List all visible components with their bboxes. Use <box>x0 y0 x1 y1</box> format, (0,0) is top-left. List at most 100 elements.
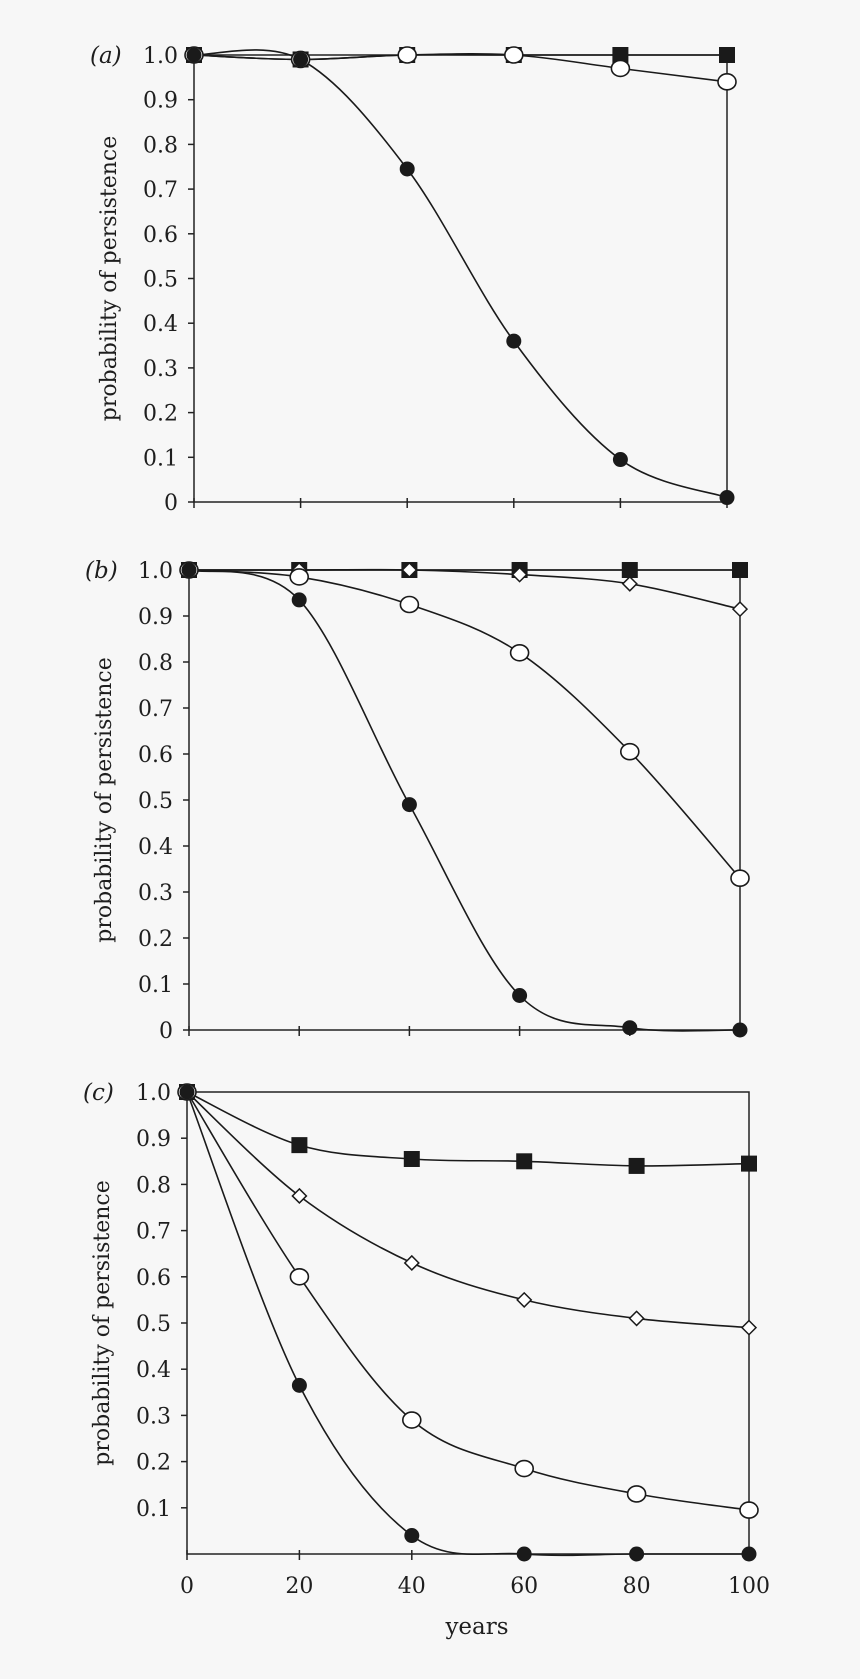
plot-frame <box>188 569 741 1031</box>
y-tick-label: 0.8 <box>138 651 173 676</box>
data-point <box>503 46 524 64</box>
data-point <box>291 592 307 608</box>
data-point <box>511 566 528 583</box>
data-point <box>612 452 628 468</box>
y-tick-label: 0.5 <box>136 1312 171 1337</box>
y-tick-label: 1.0 <box>143 44 178 69</box>
data-point <box>740 1319 758 1336</box>
x-tick-label: 100 <box>728 1574 770 1599</box>
y-axis-label: probability of persistence <box>90 1180 115 1465</box>
data-point <box>739 1501 759 1519</box>
y-tick-label: 0.8 <box>143 133 178 158</box>
y-tick-label: 0.3 <box>136 1404 171 1429</box>
data-point <box>719 47 735 63</box>
data-point <box>181 562 197 578</box>
y-tick-label: 0.1 <box>138 973 173 998</box>
series-line <box>193 49 728 499</box>
data-point <box>516 1291 533 1308</box>
data-point <box>741 1546 757 1562</box>
data-point <box>741 1155 757 1172</box>
y-tick-label: 0.7 <box>138 697 173 722</box>
y-tick-label: 0.2 <box>138 927 173 952</box>
y-tick-label: 1.0 <box>138 559 173 584</box>
data-point <box>732 562 748 578</box>
data-point <box>629 1546 645 1562</box>
data-point <box>512 988 528 1003</box>
y-tick-label: 0 <box>164 491 178 516</box>
series-line <box>188 569 741 879</box>
series-line <box>186 1091 750 1167</box>
data-point <box>404 1528 420 1544</box>
data-point <box>186 47 202 63</box>
y-axis-label: probability of persistence <box>92 657 117 942</box>
data-point <box>401 561 418 579</box>
data-point <box>731 601 749 618</box>
y-tick-label: 0.1 <box>136 1497 171 1522</box>
data-point <box>291 1187 308 1205</box>
data-point <box>401 797 417 813</box>
data-point <box>628 1157 645 1174</box>
y-tick-label: 0.1 <box>143 446 178 471</box>
panel-label: (c) <box>83 1080 114 1106</box>
x-tick-label: 60 <box>510 1574 538 1599</box>
y-tick-label: 0 <box>159 1019 173 1044</box>
data-point <box>399 161 415 177</box>
data-point <box>626 1485 647 1503</box>
y-tick-label: 0.9 <box>138 605 173 630</box>
data-point <box>506 333 522 349</box>
data-point <box>622 1020 638 1036</box>
data-point <box>399 595 420 614</box>
data-point <box>293 51 309 67</box>
data-point <box>717 73 737 91</box>
y-axis-label: probability of persistence <box>97 136 122 421</box>
x-tick-label: 20 <box>285 1574 313 1599</box>
y-tick-label: 0.3 <box>143 357 178 382</box>
panel-c: 0.1 0.2 0.3 0.4 0.5 0.6 0.7 0.8 0.9 1.0 0 20 40 60 80 1… <box>83 1080 770 1599</box>
y-tick-label: 1.0 <box>136 1081 171 1106</box>
data-point <box>619 742 640 761</box>
data-point <box>179 1084 195 1100</box>
series-line <box>193 53 728 83</box>
data-point <box>289 1268 310 1286</box>
data-point <box>628 1310 645 1327</box>
data-point <box>621 562 638 578</box>
x-axis-label: years <box>444 1614 508 1640</box>
data-point <box>516 1546 532 1562</box>
data-point <box>401 1411 422 1429</box>
y-tick-label: 0.4 <box>136 1358 171 1383</box>
x-tick-label: 0 <box>180 1574 194 1599</box>
data-point <box>719 490 735 506</box>
data-point <box>730 869 750 888</box>
y-tick-label: 0.5 <box>138 789 173 814</box>
data-point <box>403 1254 420 1272</box>
x-tick-label: 80 <box>623 1574 651 1599</box>
y-tick-label: 0.8 <box>136 1173 171 1198</box>
y-tick-label: 0.7 <box>143 178 178 203</box>
data-point <box>732 1022 748 1038</box>
data-point <box>612 47 629 63</box>
series-line <box>186 1091 749 1557</box>
series-line <box>186 1091 750 1511</box>
panel-label: (a) <box>90 43 122 69</box>
y-tick-label: 0.4 <box>138 835 173 860</box>
y-tick-label: 0.2 <box>136 1451 171 1476</box>
data-point <box>509 643 530 662</box>
y-tick-label: 0.4 <box>143 312 178 337</box>
panel-a: 0 0.1 0.2 0.3 0.4 0.5 0.6 0.7 0.8 0.9 1.0 (a) probab… <box>90 43 737 516</box>
data-point <box>610 59 631 78</box>
series-line <box>188 569 741 1032</box>
y-tick-label: 0.5 <box>143 268 178 293</box>
data-point <box>514 1459 535 1478</box>
data-point <box>397 46 418 64</box>
plots-container: 0 0.1 0.2 0.3 0.4 0.5 0.6 0.7 0.8 0.9 1.0 (a) probab… <box>83 43 770 1599</box>
y-tick-label: 0.9 <box>143 89 178 114</box>
y-tick-label: 0.9 <box>136 1127 171 1152</box>
data-point <box>291 1377 307 1393</box>
y-tick-label: 0.2 <box>143 402 178 427</box>
data-point <box>403 1150 420 1167</box>
panel-b: 0 0.1 0.2 0.3 0.4 0.5 0.6 0.7 0.8 0.9 1.0 (b) probab… <box>85 558 750 1044</box>
data-point <box>289 568 310 586</box>
panel-label: (b) <box>85 558 118 584</box>
data-point <box>291 1137 308 1154</box>
